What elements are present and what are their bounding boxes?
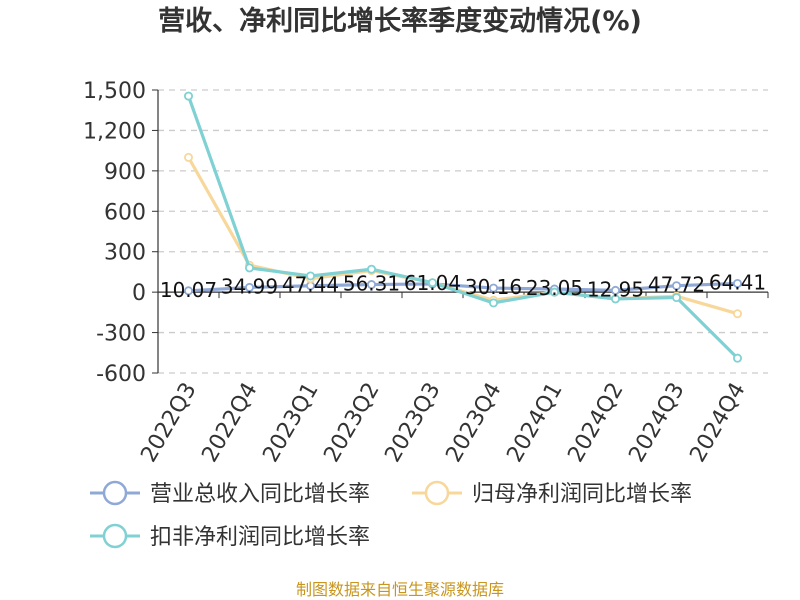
data-point (244, 282, 254, 292)
data-label: 23.05 (526, 276, 583, 300)
data-point (733, 278, 743, 288)
y-tick-label: 1,200 (83, 119, 146, 144)
data-label: 10.07 (160, 278, 217, 302)
x-tick-label: 2023Q2 (319, 379, 384, 467)
series-line (188, 281, 738, 293)
data-label-layer: 10.07 34.99 47.44 56.31 61.04 30.16 23.05 12.95… (160, 270, 766, 301)
data-point (488, 298, 498, 308)
legend-label: 归母净利润同比增长率 (472, 482, 692, 507)
data-label: 47.72 (648, 273, 705, 297)
data-label: 56.31 (343, 272, 400, 296)
series-line (186, 95, 739, 360)
y-tick-label: 600 (104, 200, 146, 225)
data-point (183, 286, 193, 296)
y-tick-label: 1,500 (83, 79, 146, 104)
data-point (183, 152, 193, 162)
data-point (305, 271, 315, 281)
data-label: 61.04 (404, 271, 461, 295)
legend-label: 扣非净利润同比增长率 (150, 525, 370, 550)
chart-title: 营收、净利同比增长率季度变动情况(%) (158, 5, 642, 37)
grid-layer (158, 89, 768, 374)
data-point (366, 280, 376, 290)
data-point (733, 353, 743, 363)
data-point (427, 278, 437, 288)
data-label: 30.16 (465, 275, 522, 299)
data-point (672, 293, 682, 303)
legend-swatch-marker (424, 480, 450, 506)
x-tick-label: 2024Q1 (502, 379, 567, 467)
data-point (244, 263, 254, 273)
data-point (611, 294, 621, 304)
x-tick-label: 2022Q4 (197, 379, 262, 467)
x-tick-label: 2024Q3 (624, 379, 689, 467)
x-tick-label: 2024Q4 (685, 379, 750, 467)
data-label: 47.44 (282, 273, 339, 297)
data-point (672, 281, 682, 291)
legend-swatch-marker (102, 523, 128, 549)
source-note: 制图数据来自恒生聚源数据库 (296, 580, 504, 599)
y-tick-label: 0 (132, 281, 146, 306)
data-point (488, 283, 498, 293)
x-tick-label: 2023Q3 (380, 379, 445, 467)
data-label: 34.99 (221, 274, 278, 298)
legend-swatch-marker (102, 480, 128, 506)
data-label: 64.41 (709, 270, 766, 294)
data-point (550, 287, 560, 297)
x-tick-label: 2022Q3 (136, 379, 201, 467)
y-tick-label: 300 (104, 241, 146, 266)
legend-label: 营业总收入同比增长率 (150, 482, 370, 507)
y-tick-label: 900 (104, 160, 146, 185)
data-point (611, 285, 621, 295)
y-tick-label: -300 (96, 322, 146, 347)
data-point (733, 309, 743, 319)
series-layer (183, 91, 743, 363)
data-point (183, 91, 193, 101)
x-tick-label: 2023Q4 (441, 379, 506, 467)
x-tick-label: 2024Q2 (563, 379, 628, 467)
data-label: 12.95 (587, 277, 644, 301)
data-point (366, 264, 376, 274)
y-tick-label: -600 (96, 362, 146, 387)
x-tick-label: 2023Q1 (258, 379, 323, 467)
